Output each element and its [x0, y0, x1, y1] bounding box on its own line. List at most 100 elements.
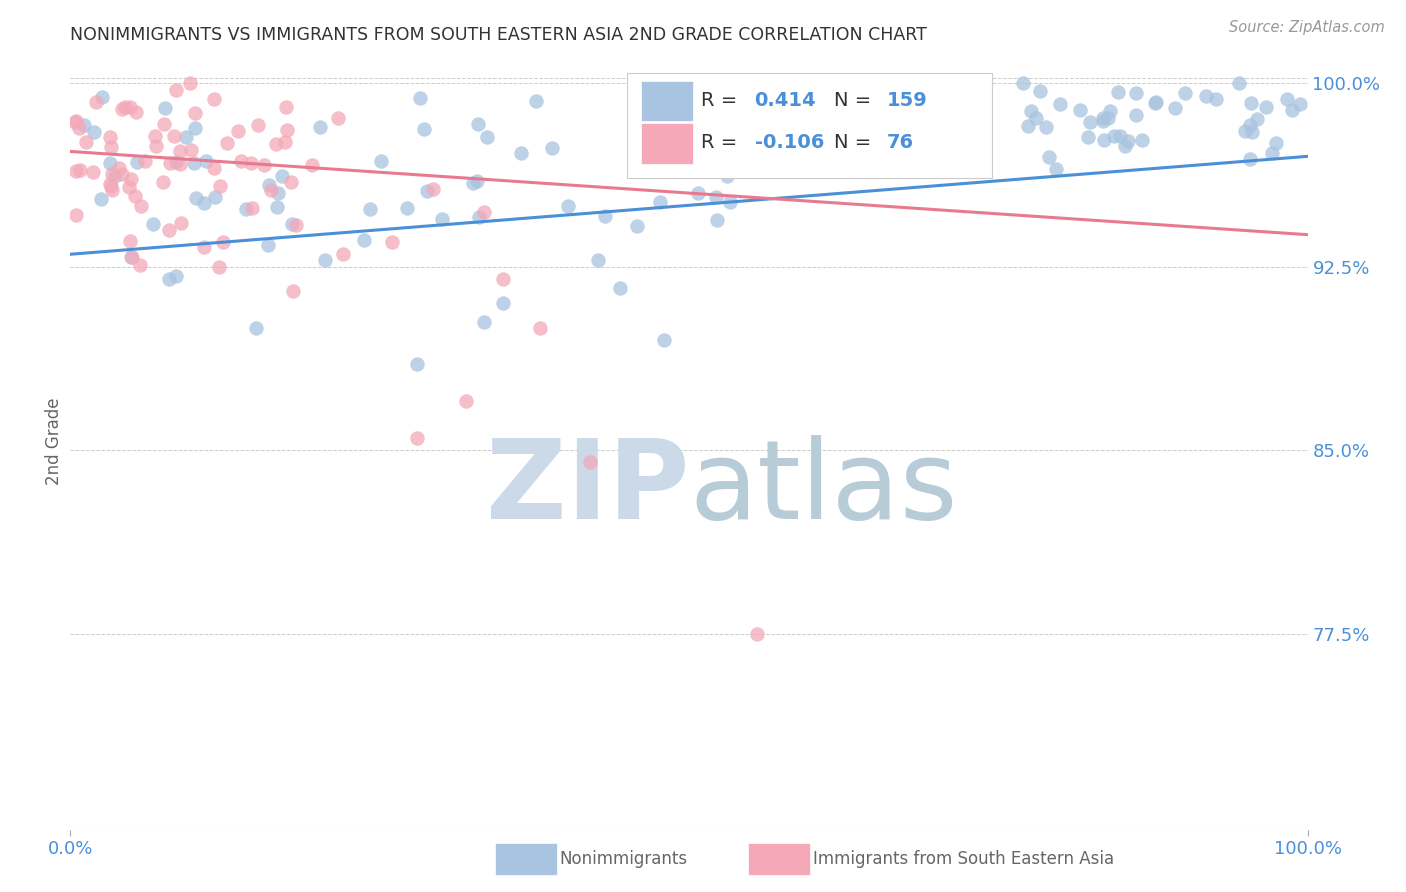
Point [699, 158, 721, 172]
Point [90, 192, 112, 206]
Point [67, 120, 90, 135]
Point [247, 118, 270, 132]
Point [405, 358, 427, 372]
Point [359, 202, 381, 216]
Point [90, 89, 112, 103]
Point [456, 394, 478, 409]
Point [166, 268, 188, 283]
Point [405, 431, 427, 445]
FancyBboxPatch shape [641, 123, 693, 164]
Point [98, 156, 121, 170]
Point [184, 106, 207, 120]
Point [253, 157, 276, 171]
Point [353, 234, 375, 248]
Point [1125, 108, 1147, 122]
Point [475, 130, 498, 145]
Point [648, 194, 671, 209]
Point [761, 132, 783, 146]
Point [718, 194, 741, 209]
Point [100, 140, 122, 154]
Point [524, 94, 547, 108]
Point [1098, 103, 1121, 118]
Point [211, 235, 233, 249]
Point [301, 158, 323, 172]
Point [1143, 95, 1166, 110]
Point [176, 129, 198, 144]
Point [820, 119, 842, 133]
Point [143, 128, 166, 143]
Point [118, 100, 141, 114]
Point [266, 186, 288, 200]
Point [170, 216, 193, 230]
Point [75, 135, 97, 149]
Point [1069, 103, 1091, 118]
Point [830, 97, 852, 112]
Point [510, 146, 533, 161]
Point [226, 124, 249, 138]
Point [1174, 86, 1197, 100]
Point [1092, 111, 1115, 125]
Point [1233, 124, 1256, 138]
Point [202, 92, 225, 106]
Point [678, 156, 700, 170]
Point [1045, 162, 1067, 177]
Point [1077, 130, 1099, 145]
Point [118, 235, 141, 249]
Point [165, 83, 187, 97]
Text: -0.106: -0.106 [755, 133, 824, 153]
Point [586, 252, 609, 267]
Point [184, 121, 207, 136]
Point [492, 296, 515, 310]
Point [652, 333, 675, 347]
Point [180, 143, 202, 157]
Point [907, 131, 929, 145]
Point [749, 109, 772, 123]
Point [308, 120, 330, 134]
Point [1078, 114, 1101, 128]
Point [1239, 152, 1261, 166]
Point [745, 107, 768, 121]
Point [929, 100, 952, 114]
Point [65, 113, 87, 128]
Point [100, 179, 122, 194]
Point [1028, 84, 1050, 98]
Point [280, 217, 302, 231]
Point [1012, 76, 1035, 90]
Point [259, 183, 281, 197]
Point [837, 99, 859, 113]
Point [844, 143, 866, 157]
Point [266, 200, 288, 214]
Point [1109, 128, 1132, 143]
Text: R =: R = [702, 91, 744, 110]
Point [541, 141, 564, 155]
Point [159, 156, 181, 170]
Point [209, 178, 232, 193]
Point [796, 112, 818, 126]
Point [111, 102, 134, 116]
Point [169, 144, 191, 158]
Point [1130, 133, 1153, 147]
Point [129, 198, 152, 212]
Point [1144, 95, 1167, 110]
Point [264, 137, 287, 152]
Point [934, 158, 956, 172]
Point [65, 208, 87, 222]
Point [65, 164, 87, 178]
Point [1195, 89, 1218, 103]
Point [314, 253, 336, 268]
Text: N =: N = [834, 133, 877, 153]
Point [396, 201, 419, 215]
Point [152, 175, 174, 189]
Point [381, 235, 404, 249]
Point [830, 130, 852, 145]
Text: NONIMMIGRANTS VS IMMIGRANTS FROM SOUTH EASTERN ASIA 2ND GRADE CORRELATION CHART: NONIMMIGRANTS VS IMMIGRANTS FROM SOUTH E… [70, 26, 927, 44]
Point [745, 626, 768, 640]
Point [409, 91, 432, 105]
Point [118, 179, 141, 194]
Point [422, 182, 444, 196]
Point [235, 202, 257, 217]
Point [472, 315, 495, 329]
Point [593, 209, 616, 223]
Point [945, 101, 967, 115]
Point [125, 154, 148, 169]
